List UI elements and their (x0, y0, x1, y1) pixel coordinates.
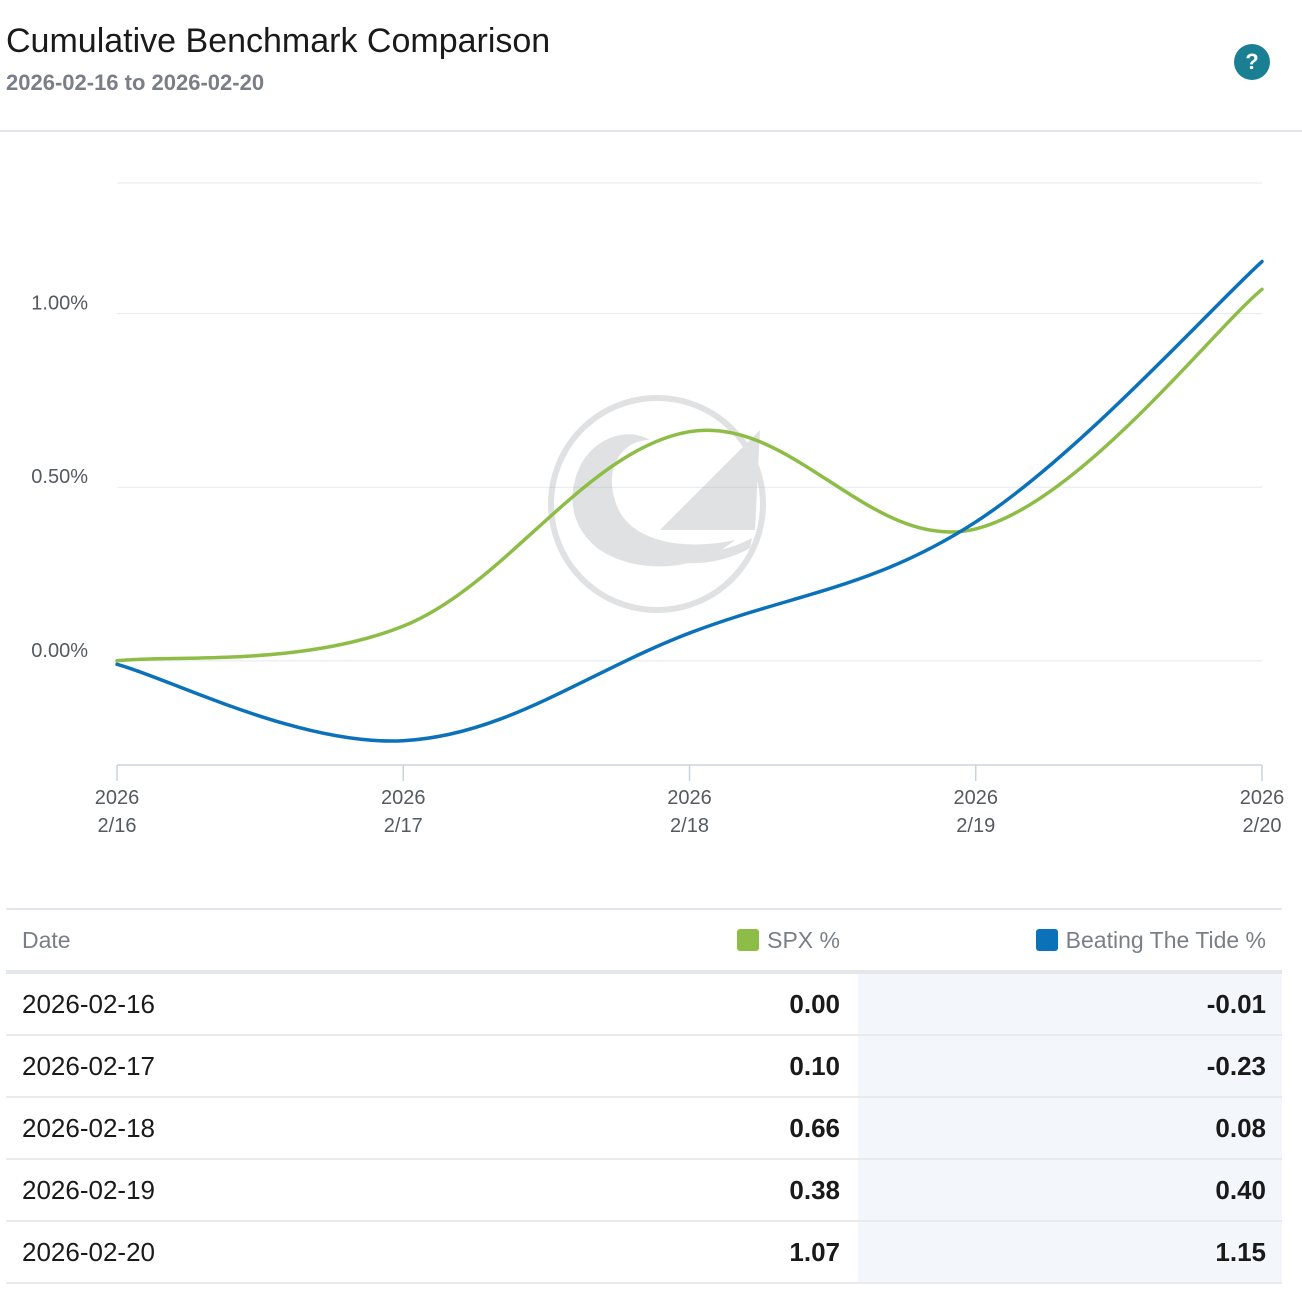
table-row: 2026-02-20 1.07 1.15 (6, 1222, 1282, 1284)
date-cell: 2026-02-16 (22, 988, 155, 1019)
table-row: 2026-02-18 0.66 0.08 (6, 1098, 1282, 1160)
benchmark-table: Date SPX % Beating The Tide % 2026-02-16… (6, 908, 1282, 1284)
y-tick-label: 0.00% (31, 640, 88, 662)
logo-watermark (548, 395, 766, 613)
x-tick-label-day: 2/18 (670, 815, 709, 837)
axis-layer: 2026 2/16 2026 2/17 2026 2/18 2026 2/19 2026 2/20… (31, 293, 1284, 837)
date-column-header[interactable]: Date (22, 926, 71, 953)
spx-cell: 1.07 (789, 1236, 840, 1267)
spx-series-line (115, 287, 1264, 663)
spx-header-label: SPX % (767, 926, 840, 953)
help-icon[interactable]: ? (1234, 44, 1270, 80)
x-tick-label-year: 2026 (95, 787, 140, 809)
x-tick-label-day: 2/20 (1243, 815, 1282, 837)
table-row: 2026-02-16 0.00 -0.01 (6, 974, 1282, 1036)
x-tick-label-day: 2/17 (384, 815, 423, 837)
spx-cell: 0.10 (789, 1050, 840, 1081)
spx-legend-swatch (737, 929, 760, 951)
date-cell: 2026-02-19 (22, 1174, 155, 1205)
btt-column-header[interactable]: Beating The Tide % (858, 910, 1282, 970)
x-tick-label-day: 2/16 (98, 815, 137, 837)
btt-cell: 0.08 (858, 1098, 1282, 1158)
chart-header: Cumulative Benchmark Comparison 2026-02-… (0, 0, 1302, 132)
btt-header-label: Beating The Tide % (1065, 926, 1266, 953)
btt-cell: 0.40 (858, 1160, 1282, 1220)
spx-cell: 0.38 (789, 1174, 840, 1205)
btt-cell: -0.23 (858, 1036, 1282, 1096)
x-tick-label-year: 2026 (667, 787, 712, 809)
btt-cell: 1.15 (858, 1222, 1282, 1282)
x-tick-label-day: 2/19 (956, 815, 995, 837)
date-cell: 2026-02-18 (22, 1112, 155, 1143)
benchmark-line-chart: 2026 2/16 2026 2/17 2026 2/18 2026 2/19 2026 2/20… (31, 182, 1284, 837)
btt-legend-swatch (1035, 929, 1058, 951)
x-tick-label-year: 2026 (954, 787, 999, 809)
x-tick-label-year: 2026 (381, 787, 426, 809)
table-row: 2026-02-19 0.38 0.40 (6, 1160, 1282, 1222)
date-range-subtitle: 2026-02-16 to 2026-02-20 (6, 70, 265, 95)
table-row: 2026-02-17 0.10 -0.23 (6, 1036, 1282, 1098)
series-layer (115, 259, 1264, 743)
date-cell: 2026-02-20 (22, 1236, 155, 1267)
spx-cell: 0.00 (789, 988, 840, 1019)
y-tick-label: 1.00% (31, 293, 88, 315)
btt-cell: -0.01 (858, 974, 1282, 1034)
grid-lines (117, 182, 1262, 662)
y-tick-label: 0.50% (31, 466, 88, 488)
date-cell: 2026-02-17 (22, 1050, 155, 1081)
table-header-row: Date SPX % Beating The Tide % (6, 910, 1282, 974)
spx-column-header[interactable]: SPX % (737, 910, 840, 970)
x-tick-label-year: 2026 (1240, 787, 1285, 809)
spx-cell: 0.66 (789, 1112, 840, 1143)
page-title: Cumulative Benchmark Comparison (6, 22, 551, 60)
btt-series-line (115, 259, 1264, 743)
